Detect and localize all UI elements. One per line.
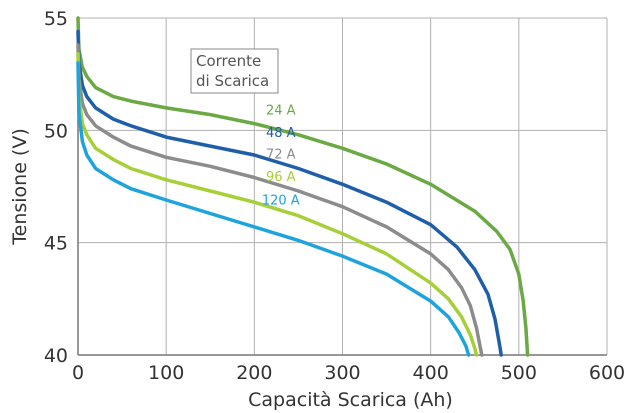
y-tick-label: 50 bbox=[44, 120, 68, 142]
y-tick-label: 45 bbox=[44, 233, 68, 255]
series-line-96a bbox=[76, 52, 479, 357]
series-line-48a bbox=[76, 29, 503, 357]
x-tick-label: 200 bbox=[236, 362, 272, 384]
y-tick-label: 40 bbox=[44, 345, 68, 367]
x-tick-label: 600 bbox=[589, 362, 625, 384]
series-label-48a: 48 A bbox=[266, 126, 296, 141]
legend-title-line-2: di Scarica bbox=[196, 72, 269, 90]
legend: Corrente di Scarica bbox=[190, 48, 279, 94]
legend-box bbox=[190, 48, 279, 94]
x-tick-label: 100 bbox=[148, 362, 184, 384]
x-tick-label: 500 bbox=[501, 362, 537, 384]
series-label-72a: 72 A bbox=[266, 147, 296, 162]
grid bbox=[78, 17, 608, 355]
series-label-24a: 24 A bbox=[266, 104, 296, 119]
series-label-96a: 96 A bbox=[266, 170, 296, 185]
series-label-120a: 120 A bbox=[262, 193, 300, 208]
y-axis-title: Tensione (V) bbox=[9, 128, 31, 246]
y-tick-label: 55 bbox=[44, 8, 68, 30]
legend-title-line-1: Corrente bbox=[196, 52, 261, 70]
x-tick-label: 400 bbox=[413, 362, 449, 384]
x-axis-ticks: 0 100 200 300 400 500 600 bbox=[72, 362, 625, 384]
x-tick-label: 300 bbox=[324, 362, 360, 384]
x-tick-label: 0 bbox=[72, 362, 84, 384]
series-lines bbox=[76, 16, 530, 357]
x-axis-title: Capacità Scarica (Ah) bbox=[248, 389, 453, 411]
series-line-120a bbox=[76, 61, 471, 357]
series-line-24a bbox=[76, 16, 530, 357]
series-labels: 24 A 48 A 72 A 96 A 120 A bbox=[262, 104, 300, 209]
y-axis-ticks: 40 45 50 55 bbox=[44, 8, 68, 367]
series-line-72a bbox=[76, 43, 484, 357]
